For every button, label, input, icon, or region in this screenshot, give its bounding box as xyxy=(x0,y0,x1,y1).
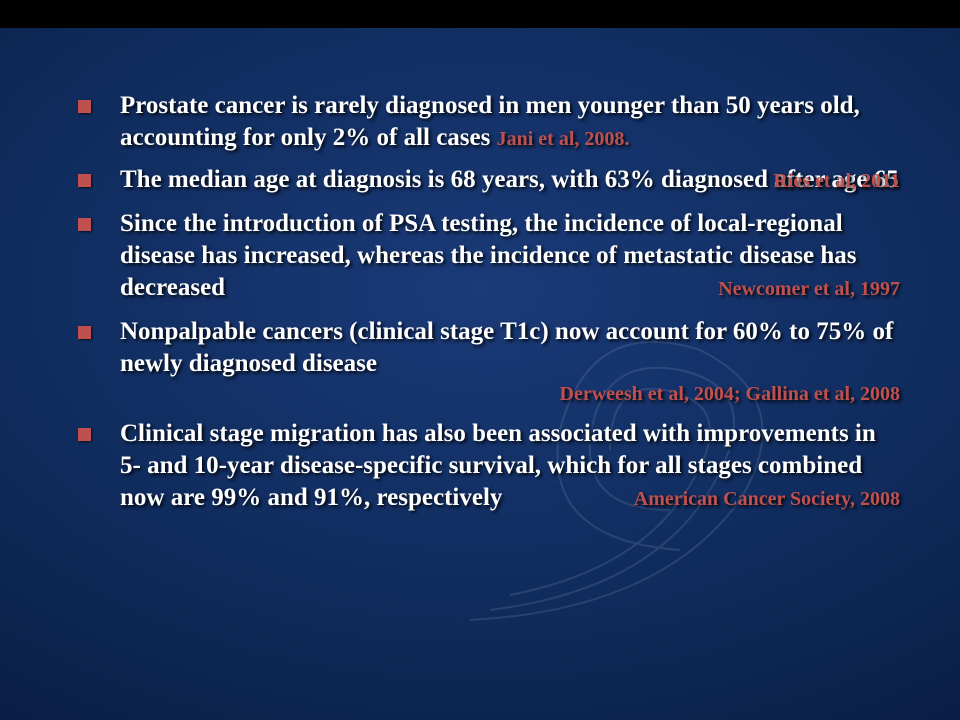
title-bar xyxy=(0,0,960,28)
bullet-item: The median age at diagnosis is 68 years,… xyxy=(78,164,900,198)
slide: Prostate cancer is rarely diagnosed in m… xyxy=(0,0,960,720)
citation: Derweesh et al, 2004; Gallina et al, 200… xyxy=(120,382,900,408)
bullet-item: Clinical stage migration has also been a… xyxy=(78,418,900,516)
citation: Jani et al, 2008. xyxy=(497,128,630,150)
bullet-item: Since the introduction of PSA testing, t… xyxy=(78,208,900,306)
bullet-list: Prostate cancer is rarely diagnosed in m… xyxy=(78,90,900,516)
bullet-text: Nonpalpable cancers (clinical stage T1c)… xyxy=(120,318,893,377)
bullet-item: Prostate cancer is rarely diagnosed in m… xyxy=(78,90,900,154)
bullet-item: Nonpalpable cancers (clinical stage T1c)… xyxy=(78,316,900,408)
content-area: Prostate cancer is rarely diagnosed in m… xyxy=(78,90,900,526)
bullet-text: The median age at diagnosis is 68 years,… xyxy=(120,166,899,193)
citation: Newcomer et al, 1997 xyxy=(718,278,900,300)
bullet-text: Since the introduction of PSA testing, t… xyxy=(120,210,857,301)
bullet-text: Prostate cancer is rarely diagnosed in m… xyxy=(120,92,860,151)
bullet-text: Clinical stage migration has also been a… xyxy=(120,420,876,511)
citation: American Cancer Society, 2008 xyxy=(634,488,900,510)
